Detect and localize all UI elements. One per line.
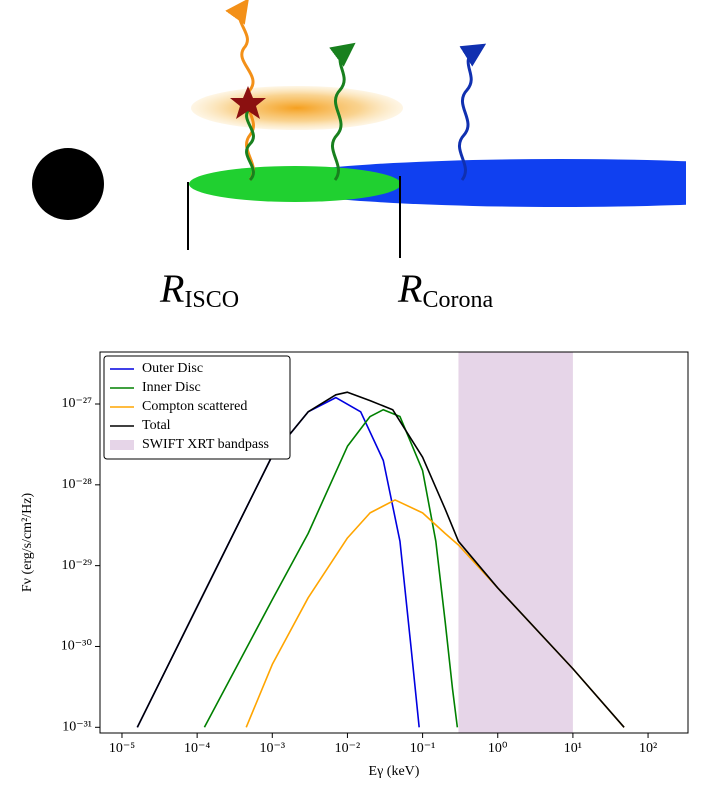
label-symbol: R: [159, 266, 184, 311]
x-tick-label: 10⁻³: [259, 741, 285, 756]
series-line: [203, 408, 459, 728]
photon-green: [245, 106, 255, 182]
y-tick-label: 10⁻²⁷: [62, 396, 93, 411]
legend-swatch: [110, 440, 134, 450]
legend-label: Outer Disc: [142, 361, 203, 376]
label-subscript: ISCO: [184, 287, 239, 313]
legend-label: Total: [142, 418, 171, 433]
x-tick-label: 10⁻¹: [410, 741, 436, 756]
plot-frame: [99, 351, 689, 734]
diagram: RISCO RCorona: [32, 0, 686, 313]
inner-disc: [189, 166, 401, 202]
x-tick-label: 10⁰: [488, 741, 508, 756]
radius-label: RISCO: [159, 266, 239, 312]
bandpass: [458, 352, 573, 733]
x-axis-label: Eγ (keV): [369, 764, 420, 779]
x-tick-label: 10⁻⁵: [109, 741, 135, 756]
photon-green: [329, 42, 356, 181]
legend-box: [103, 355, 291, 460]
corona: [191, 86, 403, 130]
x-tick-label: 10⁻²: [335, 741, 361, 756]
label-symbol: R: [397, 266, 422, 311]
legend-label: Compton scattered: [142, 399, 247, 414]
label-subscript: Corona: [422, 287, 493, 313]
x-tick-label: 10⁻⁴: [184, 741, 210, 756]
radius-label: RCorona: [397, 266, 493, 312]
y-tick-label: 10⁻³¹: [62, 720, 92, 735]
legend-label: Inner Disc: [142, 380, 201, 395]
x-tick-label: 10²: [639, 741, 657, 756]
y-axis-label: Fν (erg/s/cm²/Hz): [20, 493, 35, 593]
chart: 10⁻⁵ 10⁻⁴ 10⁻³ 10⁻² 10⁻¹ 10⁰ 10¹ 10² 10⁻³¹ 10⁻³⁰ 1…: [20, 351, 689, 779]
y-tick-label: 10⁻²⁸: [62, 477, 93, 492]
star: [230, 86, 266, 119]
y-tick-label: 10⁻²⁹: [62, 558, 93, 573]
black-hole: [32, 148, 104, 220]
photon-blue: [457, 43, 487, 181]
x-tick-label: 10¹: [564, 741, 582, 756]
legend-label: SWIFT XRT bandpass: [142, 437, 269, 452]
y-tick-label: 10⁻³⁰: [61, 639, 93, 654]
